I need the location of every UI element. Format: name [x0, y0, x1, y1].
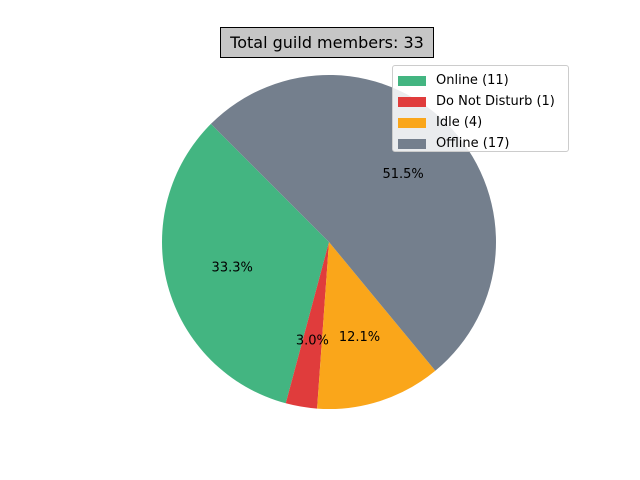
- legend-label: Offline (17): [436, 136, 510, 151]
- legend-label: Online (11): [436, 73, 509, 88]
- legend-label: Do Not Disturb (1): [436, 94, 555, 109]
- legend-swatch: [398, 75, 426, 86]
- legend-item-idle: Idle (4): [398, 112, 568, 133]
- pie-slice-do-not-disturb: [285, 242, 329, 409]
- legend-swatch: [398, 96, 426, 107]
- legend-label: Idle (4): [436, 115, 483, 130]
- pie-pct-label: 12.1%: [339, 330, 380, 345]
- chart-title: Total guild members: 33: [220, 27, 434, 58]
- legend-item-online: Online (11): [398, 70, 568, 91]
- legend-swatch: [398, 138, 426, 149]
- legend: Online (11) Do Not Disturb (1) Idle (4) …: [392, 65, 569, 152]
- pie-pct-label: 51.5%: [382, 167, 423, 182]
- pie-pct-label: 33.3%: [212, 260, 253, 275]
- pie-pct-label: 3.0%: [296, 333, 329, 348]
- legend-swatch: [398, 117, 426, 128]
- legend-item-do-not-disturb: Do Not Disturb (1): [398, 91, 568, 112]
- pie-slice-idle: [317, 242, 436, 409]
- legend-item-offline: Offline (17): [398, 133, 568, 154]
- pie-slice-online: [162, 123, 329, 404]
